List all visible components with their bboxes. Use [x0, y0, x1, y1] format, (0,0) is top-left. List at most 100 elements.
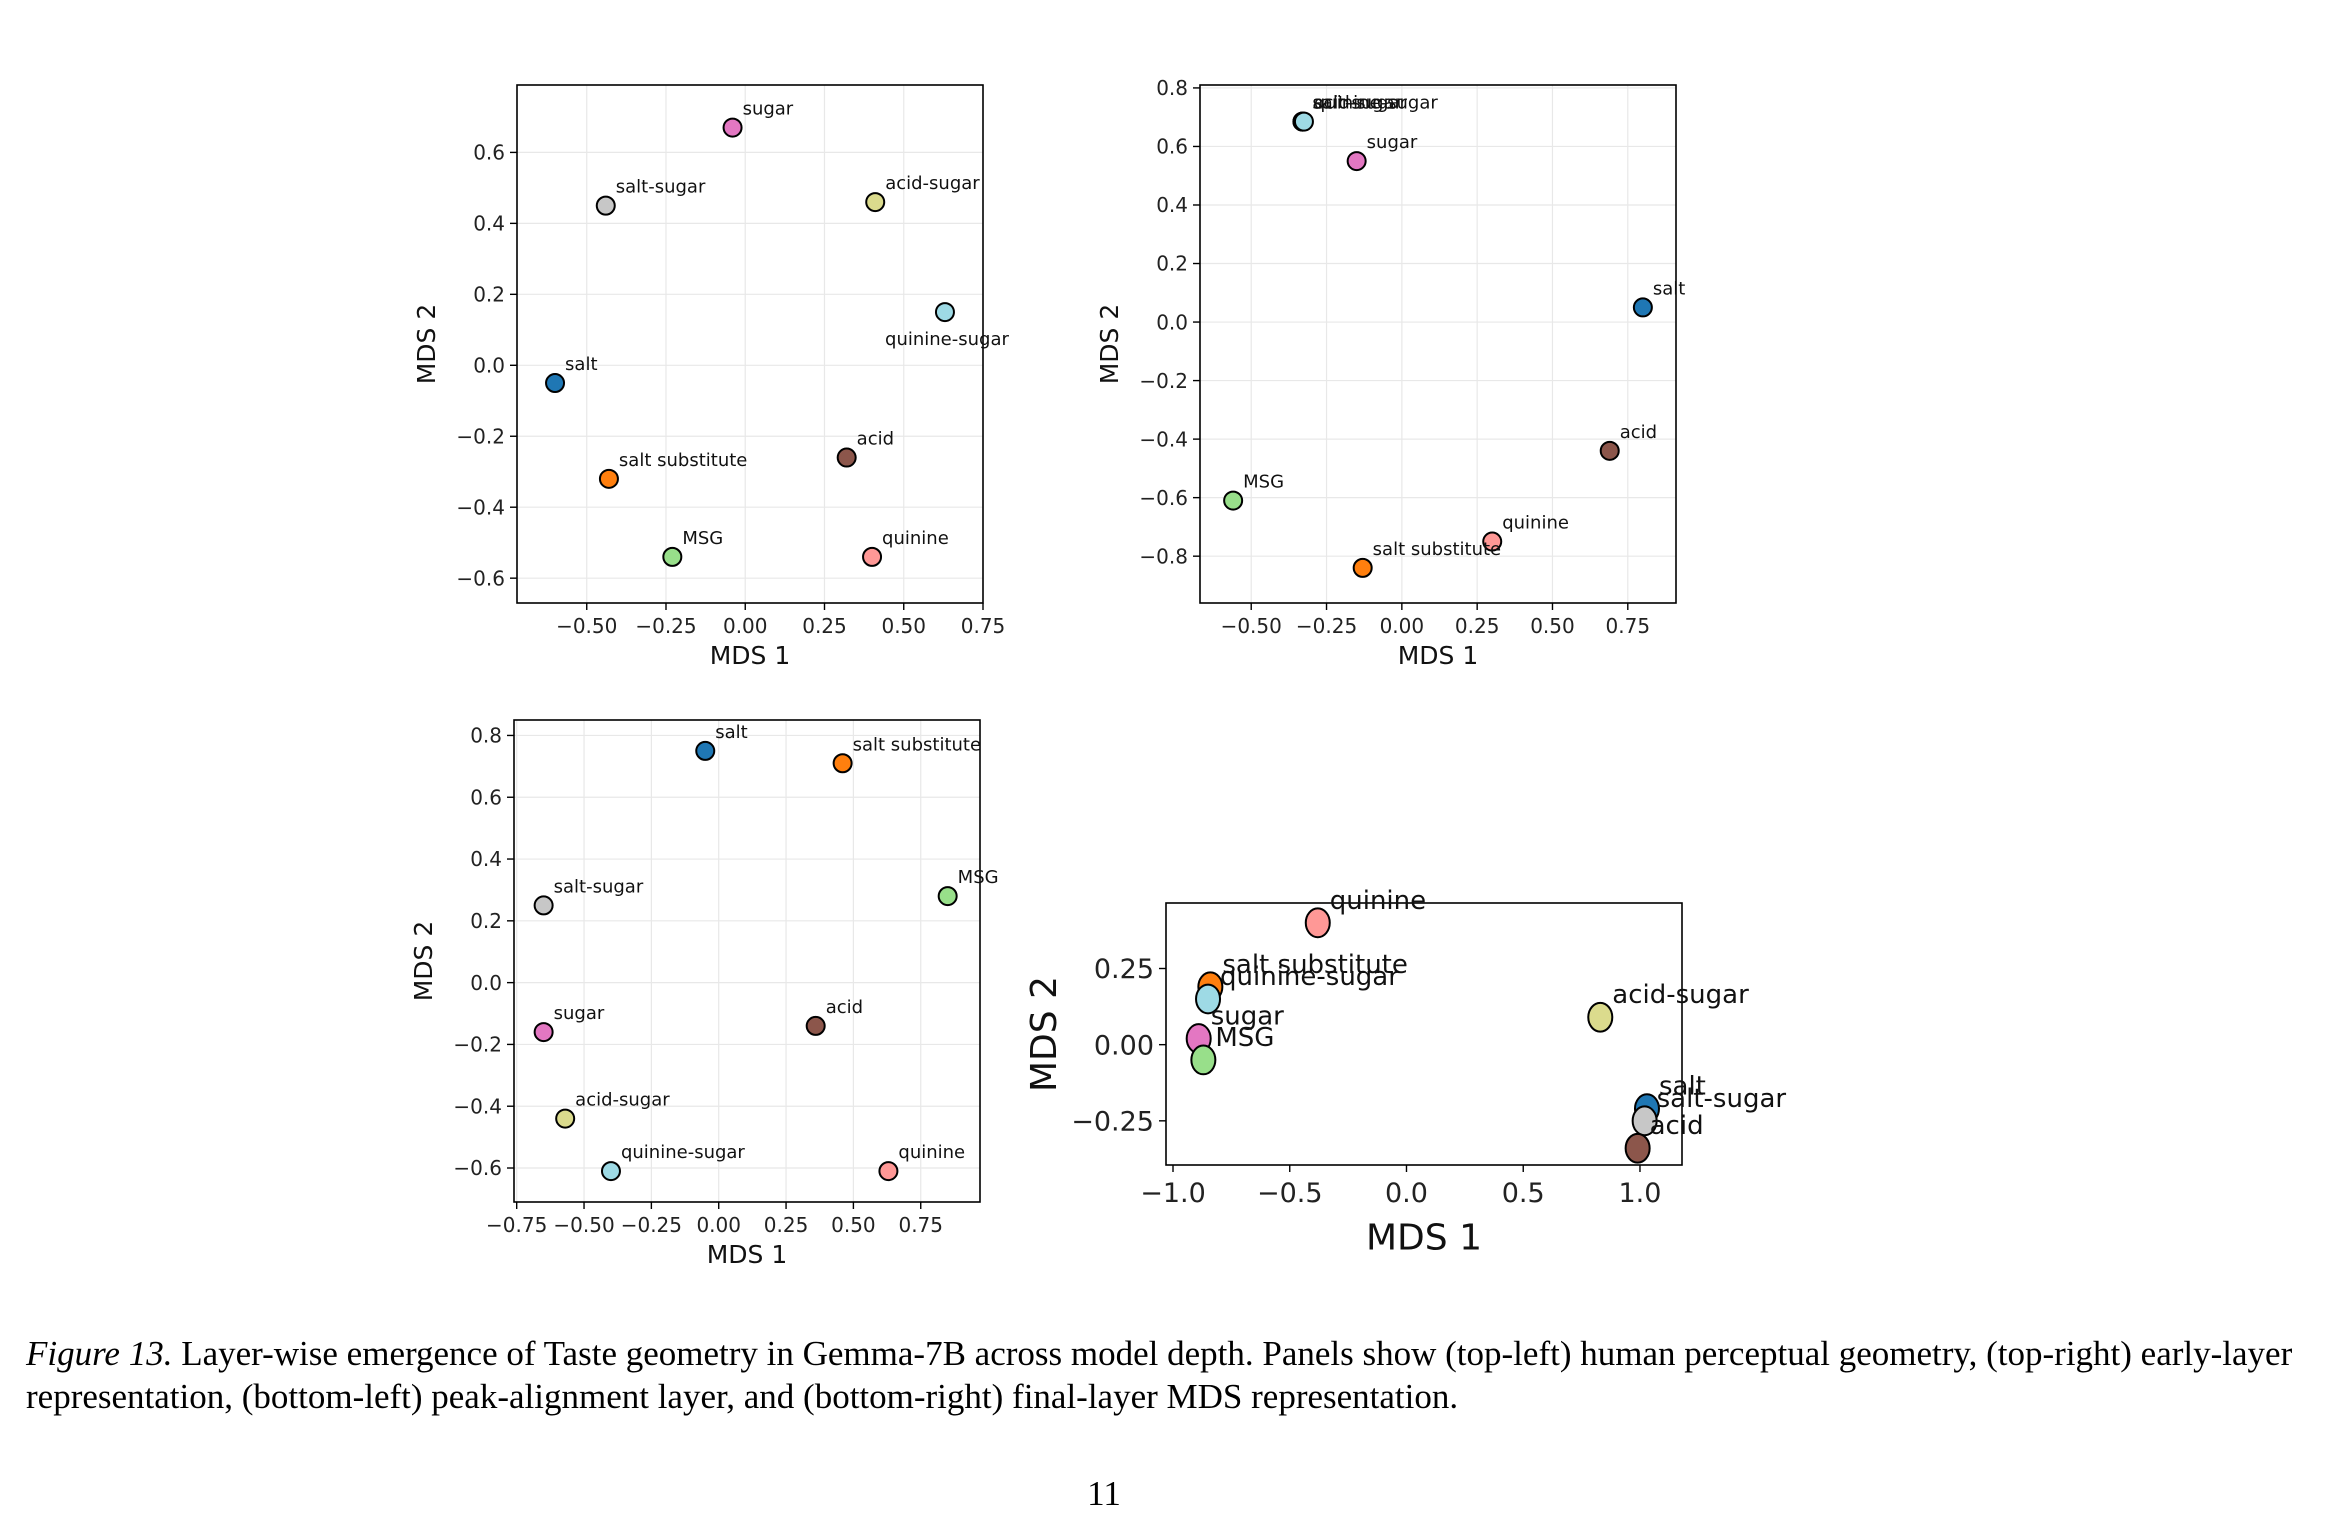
y-tick-label: 0.4 — [473, 212, 505, 236]
y-tick-label: −0.25 — [1071, 1107, 1154, 1138]
figure-canvas: −0.50 −0.25 0.00 0.25 0.50 0.75 −0.6 −0.4 −0.2 0.… — [409, 76, 1787, 1269]
y-tick-label: 0.2 — [1156, 252, 1188, 276]
point-MSG — [1190, 1044, 1217, 1076]
y-tick-label: −0.6 — [1139, 486, 1188, 510]
point-label: quinine — [882, 528, 949, 549]
y-tick-label: 0.2 — [473, 283, 505, 307]
point-acid — [836, 447, 857, 468]
y-tick-label: −0.8 — [1139, 544, 1188, 568]
y-tick-label: 0.8 — [1156, 76, 1188, 100]
point-label: MSG — [1243, 472, 1284, 493]
y-tick-label: −0.6 — [453, 1156, 502, 1180]
x-tick-label: 0.75 — [961, 614, 1006, 638]
panel-top-right: −0.50 −0.25 0.00 0.25 0.50 0.75 −0.8 −0.6 −0.4 −0… — [1095, 76, 1685, 670]
point-label: sugar — [1211, 1002, 1284, 1032]
caption-label: Figure 13. — [26, 1334, 173, 1373]
point-label: quinine — [1330, 886, 1426, 916]
point-MSG — [1223, 490, 1244, 511]
point-acid-sugar — [555, 1108, 576, 1129]
y-tick-label: 0.2 — [470, 909, 502, 933]
y-tick-label: −0.4 — [456, 495, 505, 519]
point-quinine-sugar — [600, 1161, 621, 1182]
plot-frame — [516, 84, 984, 604]
point-label: acid-sugar — [885, 173, 980, 194]
x-tick-label: 0.00 — [723, 614, 768, 638]
x-tick-label: 0.50 — [1530, 614, 1575, 638]
x-tick-label: −1.0 — [1140, 1178, 1206, 1209]
point-sugar — [1346, 151, 1367, 172]
y-tick-label: 0.8 — [470, 724, 502, 748]
point-label: MSG — [958, 867, 999, 888]
point-sugar — [533, 1022, 554, 1043]
point-label: quinine-sugar — [1220, 962, 1399, 992]
y-tick-label: 0.4 — [470, 847, 502, 871]
point-label: salt substitute — [853, 734, 981, 755]
x-tick-label: 0.00 — [1380, 614, 1425, 638]
point-quinine-sugar — [934, 302, 955, 323]
y-tick-label: 0.00 — [1094, 1030, 1154, 1061]
point-acid — [1599, 440, 1620, 461]
point-label: sugar — [1367, 132, 1418, 153]
point-salt-sugar — [1631, 1105, 1658, 1137]
point-label: salt — [1659, 1072, 1706, 1102]
x-tick-label: 1.0 — [1618, 1178, 1661, 1209]
point-label: salt substitute — [1373, 539, 1501, 560]
point-salt-substitute — [598, 468, 619, 489]
y-tick-label: 0.6 — [470, 785, 502, 809]
point-quinine — [1482, 531, 1503, 552]
point-salt-substitute — [832, 753, 853, 774]
point-sugar — [722, 117, 743, 138]
point-salt-sugar — [595, 195, 616, 216]
x-axis-title: MDS 1 — [710, 641, 791, 670]
x-axis-title: MDS 1 — [707, 1240, 788, 1269]
x-tick-label: −0.50 — [556, 614, 617, 638]
point-acid-sugar — [865, 192, 886, 213]
y-tick-label: −0.4 — [1139, 427, 1188, 451]
x-tick-label: 0.0 — [1385, 1178, 1428, 1209]
x-tick-label: −0.75 — [486, 1213, 547, 1237]
point-label: acid-sugar — [575, 1090, 670, 1111]
point-salt-sugar — [533, 895, 554, 916]
plot-frame — [513, 719, 981, 1203]
point-label: salt-sugar — [1657, 1084, 1787, 1114]
y-tick-label: 0.6 — [473, 141, 505, 165]
point-salt — [545, 373, 566, 394]
y-axis-title: MDS 2 — [1024, 976, 1065, 1092]
point-quinine-sugar — [1293, 111, 1314, 132]
page-number: 11 — [1087, 1474, 1121, 1513]
x-tick-label: 0.00 — [696, 1213, 741, 1237]
point-label: acid-sugar — [1612, 980, 1749, 1010]
point-label: MSG — [1215, 1023, 1274, 1053]
figure-caption: Figure 13. Layer-wise emergence of Taste… — [26, 1332, 2306, 1418]
point-label: salt — [1653, 278, 1685, 299]
point-label: quinine-sugar — [1314, 93, 1438, 114]
point-quinine-sugar — [1195, 983, 1222, 1015]
x-tick-label: −0.50 — [553, 1213, 614, 1237]
x-tick-label: 0.5 — [1502, 1178, 1545, 1209]
point-label: quinine-sugar — [621, 1142, 745, 1163]
point-salt-substitute — [1352, 557, 1373, 578]
panel-top-left: −0.50 −0.25 0.00 0.25 0.50 0.75 −0.6 −0.4 −0.2 0.… — [412, 84, 1009, 670]
point-label: salt-sugar — [554, 876, 644, 897]
point-MSG — [937, 886, 958, 907]
plot-frame — [1199, 84, 1677, 604]
point-label: MSG — [682, 528, 723, 549]
x-tick-label: 0.50 — [881, 614, 926, 638]
point-label: sugar — [554, 1003, 605, 1024]
point-salt — [695, 740, 716, 761]
point-label: acid — [826, 997, 863, 1018]
y-tick-label: −0.2 — [456, 424, 505, 448]
point-label: sugar — [743, 99, 794, 120]
point-quinine — [1304, 907, 1331, 939]
y-tick-label: −0.4 — [453, 1094, 502, 1118]
panel-bottom-left: −0.75 −0.50 −0.25 0.00 0.25 0.50 0.75 −0.6 −0.4 −… — [409, 719, 999, 1269]
point-acid — [805, 1015, 826, 1036]
x-tick-label: 0.75 — [1606, 614, 1651, 638]
x-tick-label: 0.25 — [764, 1213, 809, 1237]
point-label: quinine — [1502, 513, 1569, 534]
y-tick-label: −0.2 — [1139, 369, 1188, 393]
caption-text: Layer-wise emergence of Taste geometry i… — [26, 1334, 2293, 1416]
x-tick-label: −0.5 — [1257, 1178, 1323, 1209]
point-label: acid — [857, 429, 894, 450]
x-tick-label: −0.50 — [1221, 614, 1282, 638]
